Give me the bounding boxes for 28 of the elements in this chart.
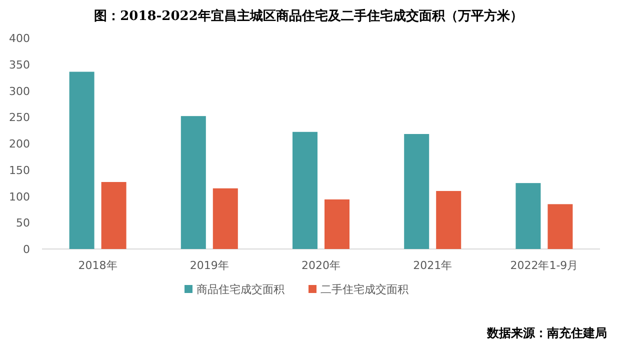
y-tick-label: 200: [9, 138, 30, 150]
bar: [212, 188, 238, 249]
x-tick-label: 2021年: [413, 259, 452, 272]
bar: [69, 72, 94, 249]
y-tick-label: 0: [23, 243, 30, 256]
bar: [324, 199, 350, 249]
bar: [548, 204, 573, 249]
y-tick-label: 150: [9, 164, 30, 177]
bar: [516, 183, 541, 249]
bar: [404, 134, 430, 249]
chart-title: 图：2018-2022年宜昌主城区商品住宅及二手住宅成交面积（万平方米）: [94, 8, 523, 24]
bar: [101, 182, 126, 249]
bar: [292, 132, 318, 249]
y-tick-label: 300: [9, 84, 30, 98]
bar: [436, 190, 462, 249]
y-tick-label: 50: [16, 216, 30, 230]
y-tick-label: 250: [9, 111, 30, 124]
y-tick-label: 100: [9, 190, 30, 204]
legend-label: 二手住宅成交面积: [320, 283, 408, 296]
x-tick-label: 2018年: [78, 259, 118, 272]
bar: [180, 116, 206, 249]
x-tick-label: 2019年: [190, 259, 229, 272]
x-tick-label: 2022年1-9月: [510, 259, 578, 272]
y-tick-label: 400: [9, 32, 30, 45]
source-note: 数据来源：南充住建局: [486, 326, 607, 340]
legend-label: 商品住宅成交面积: [196, 283, 284, 296]
y-tick-label: 350: [9, 58, 30, 72]
x-tick-label: 2020年: [302, 259, 340, 272]
